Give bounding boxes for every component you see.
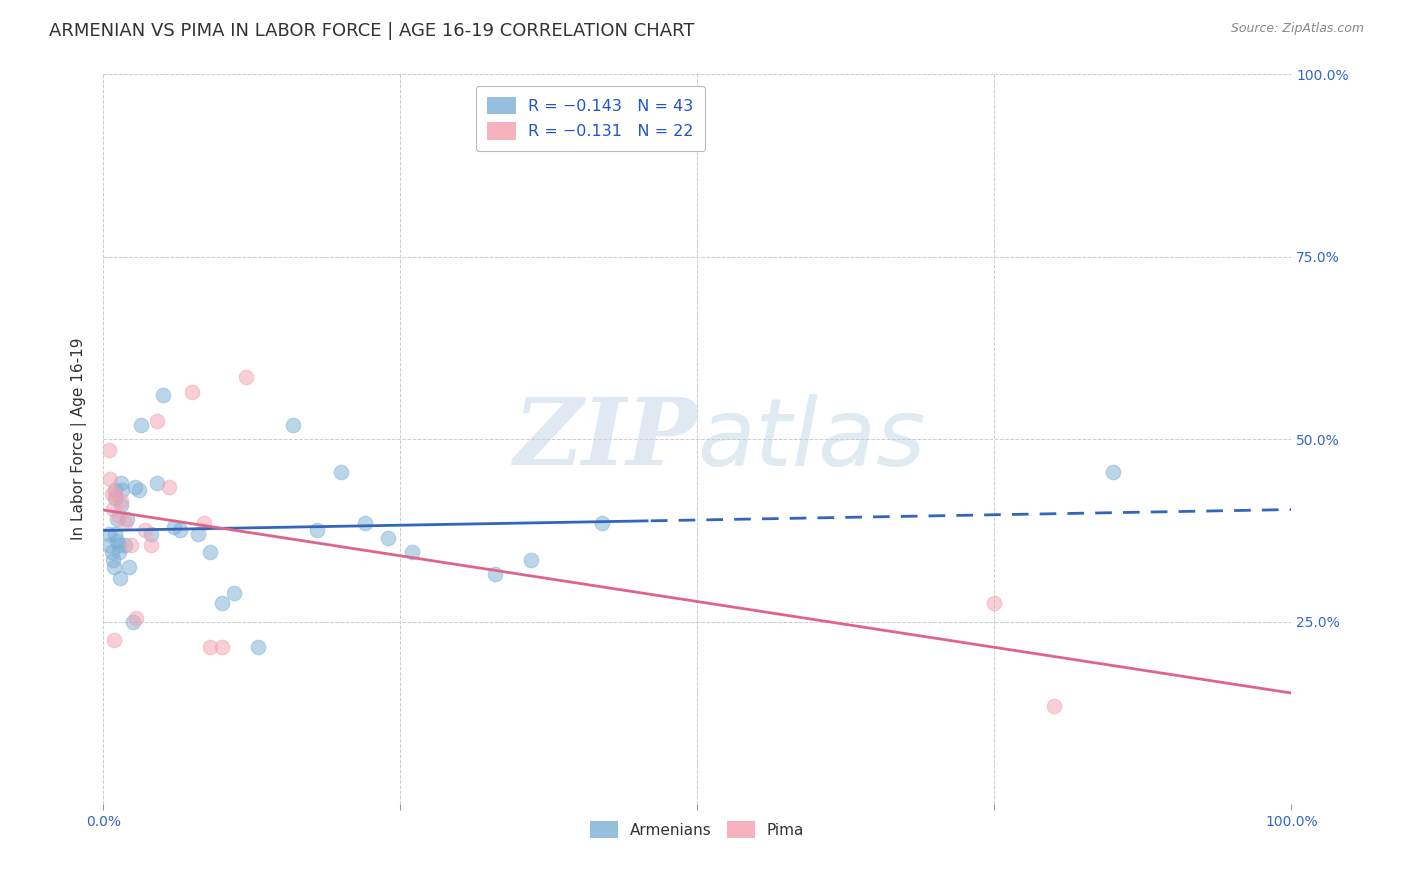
Point (1042, 698, 1064, 713)
Point (110, 498, 132, 512)
Point (134, 524, 156, 538)
Point (145, 475, 167, 490)
Point (107, 512, 129, 526)
Point (329, 465, 352, 479)
Point (103, 560, 125, 574)
Point (103, 632, 125, 647)
Point (152, 388, 174, 402)
Point (401, 545, 423, 559)
Point (107, 545, 129, 559)
Point (104, 487, 127, 501)
Point (377, 531, 399, 545)
Point (111, 483, 134, 498)
Point (104, 483, 127, 498)
Point (104, 491, 127, 505)
Point (98, 472, 121, 486)
Point (110, 494, 132, 508)
Point (484, 567, 506, 582)
Point (122, 615, 145, 629)
Point (107, 508, 129, 523)
Point (983, 597, 1005, 611)
Point (115, 512, 138, 526)
Y-axis label: In Labor Force | Age 16-19: In Labor Force | Age 16-19 (72, 338, 87, 541)
Point (101, 501, 124, 516)
Point (139, 527, 162, 541)
Text: ARMENIAN VS PIMA IN LABOR FORCE | AGE 16-19 CORRELATION CHART: ARMENIAN VS PIMA IN LABOR FORCE | AGE 16… (49, 22, 695, 40)
Point (101, 552, 124, 566)
Point (118, 560, 141, 574)
Point (128, 483, 150, 498)
Point (307, 524, 329, 538)
Point (222, 585, 245, 599)
Point (145, 414, 167, 428)
Point (98, 538, 121, 552)
Point (114, 538, 136, 552)
Text: atlas: atlas (697, 393, 925, 484)
Point (211, 597, 233, 611)
Point (125, 611, 148, 625)
Point (104, 527, 127, 541)
Point (198, 640, 221, 655)
Point (100, 545, 122, 559)
Point (107, 538, 129, 552)
Point (98, 443, 121, 458)
Point (591, 516, 613, 530)
Point (353, 516, 375, 530)
Point (157, 480, 180, 494)
Point (181, 384, 204, 399)
Point (124, 480, 146, 494)
Point (193, 516, 215, 530)
Point (283, 417, 305, 432)
Point (110, 475, 132, 490)
Point (129, 417, 152, 432)
Point (120, 538, 142, 552)
Text: Source: ZipAtlas.com: Source: ZipAtlas.com (1230, 22, 1364, 36)
Point (107, 534, 129, 549)
Point (187, 527, 209, 541)
Point (163, 520, 186, 534)
Text: ZIP: ZIP (513, 394, 697, 484)
Point (114, 516, 136, 530)
Point (246, 640, 269, 655)
Point (100, 487, 122, 501)
Point (98, 527, 121, 541)
Point (198, 545, 221, 559)
Legend: Armenians, Pima: Armenians, Pima (585, 815, 810, 844)
Point (169, 524, 191, 538)
Point (1102, 465, 1125, 479)
Point (211, 640, 233, 655)
Point (235, 370, 257, 384)
Point (520, 552, 543, 566)
Point (108, 571, 131, 585)
Point (139, 538, 162, 552)
